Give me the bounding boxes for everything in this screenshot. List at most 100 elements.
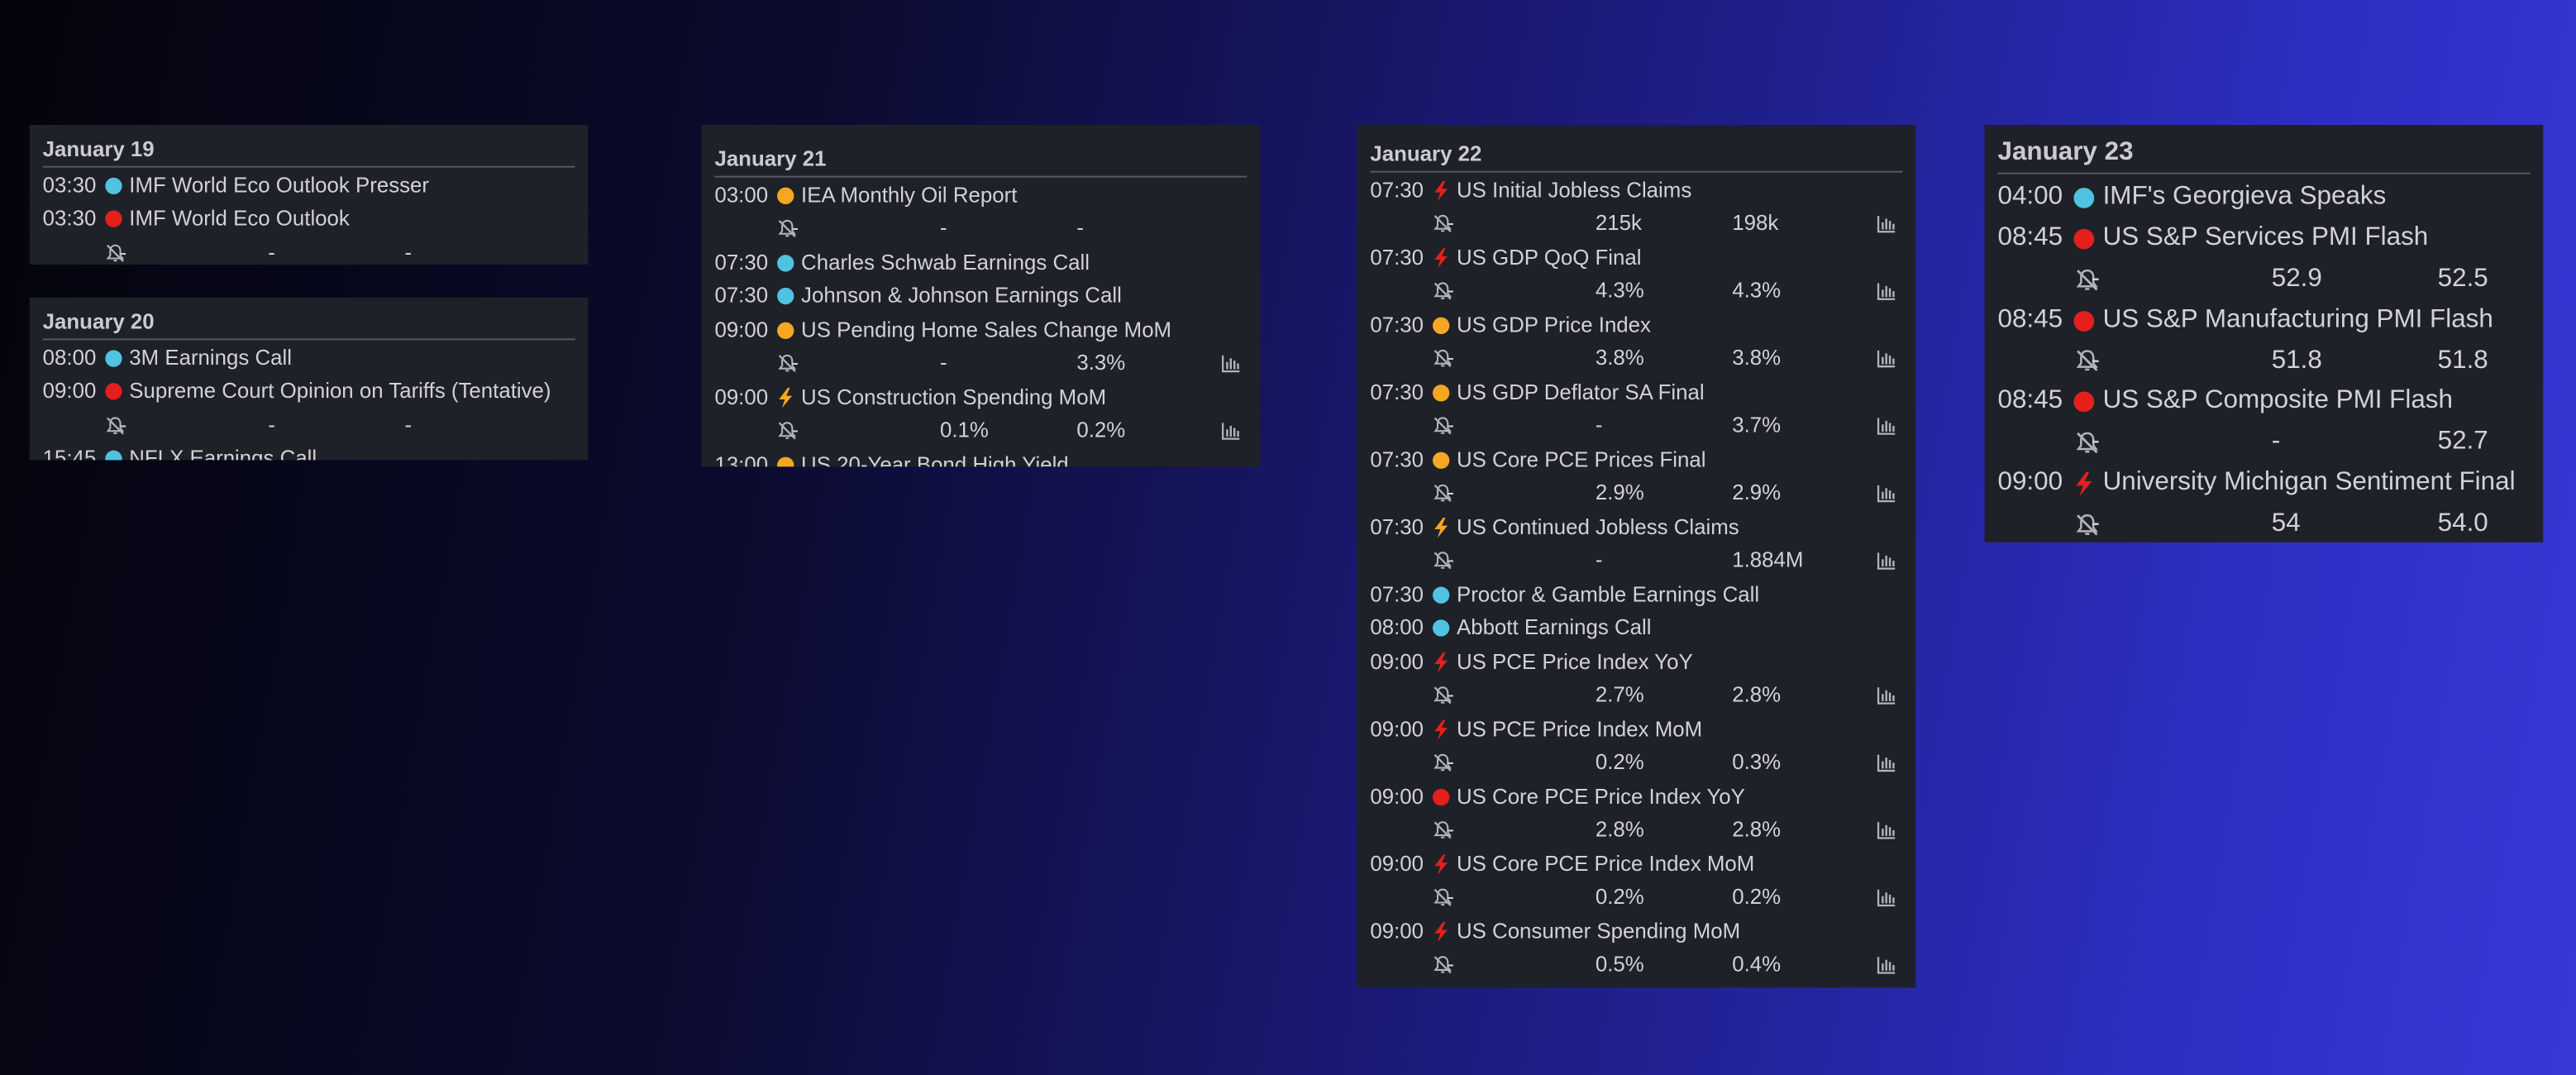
event-row[interactable]: 08:00 3M Earnings Call <box>43 342 575 375</box>
forecast-value: - <box>939 350 947 375</box>
impact-dot <box>105 177 122 194</box>
impact-dot <box>777 288 794 306</box>
impact-bolt <box>1434 854 1448 875</box>
event-row[interactable]: 07:30 US Initial Jobless Claims <box>1370 174 1902 208</box>
chart-icon[interactable] <box>1877 214 1897 235</box>
event-row[interactable]: 09:00 US Pending Home Sales Change MoM <box>714 313 1247 347</box>
alert-off-icon <box>1433 889 1453 907</box>
forecast-value: - <box>2271 428 2281 456</box>
alert-off-icon <box>1433 687 1453 705</box>
event-row[interactable]: 09:00 US Core PCE Price Index YoY <box>1370 781 1902 815</box>
event-row[interactable]: 08:00 Abbott Earnings Call <box>1370 612 1902 646</box>
actual-value: - <box>1447 682 1454 708</box>
event-row[interactable]: 13:00 US 20-Year Bond High Yield <box>714 448 1247 467</box>
chart-icon[interactable] <box>1877 888 1897 909</box>
event-title: 3M Earnings Call <box>129 344 293 370</box>
event-title: US GDP Deflator SA Final <box>1456 379 1705 404</box>
event-title: US Core PCE Prices Final <box>1456 447 1706 471</box>
event-row[interactable]: 07:30 Proctor & Gamble Earnings Call <box>1370 578 1902 612</box>
event-row[interactable]: 09:00 US Core PCE Price Index MoM <box>1370 848 1902 882</box>
event-time: 08:00 <box>1370 614 1424 640</box>
previous-value: 0.2% <box>1076 418 1126 443</box>
event-title: US Personal Income MoM <box>1457 982 1706 987</box>
actual-value: - <box>1447 884 1454 910</box>
event-title: Proctor & Gamble Earnings Call <box>1456 581 1760 606</box>
event-details: - - 1.884M <box>1370 544 1902 578</box>
alert-off-icon <box>1433 956 1453 975</box>
event-details: --- <box>43 236 575 265</box>
event-time: 08:00 <box>42 344 97 370</box>
actual-value: - <box>2091 428 2100 456</box>
chart-icon[interactable] <box>1877 349 1897 370</box>
event-title: US PCE Price Index YoY <box>1456 648 1693 674</box>
event-row[interactable]: 07:30 US GDP QoQ Final <box>1370 241 1902 275</box>
forecast-value: - <box>1595 547 1603 573</box>
chart-icon[interactable] <box>1877 820 1897 841</box>
event-row[interactable]: 07:30 US Core PCE Prices Final <box>1370 443 1902 477</box>
event-row[interactable]: 07:30 Johnson & Johnson Earnings Call <box>714 280 1247 313</box>
impact-dot <box>1433 586 1450 604</box>
event-row[interactable]: 09:00 University Michigan Sentiment Final <box>1997 464 2530 504</box>
event-row[interactable]: 08:45 US S&P Composite PMI Flash <box>1997 382 2530 423</box>
event-title: US Core PCE Price Index MoM <box>1456 851 1755 876</box>
forecast-value: 51.8 <box>2271 346 2322 375</box>
actual-value: - <box>2091 346 2100 375</box>
event-title: Charles Schwab Earnings Call <box>801 249 1090 275</box>
event-row[interactable]: 07:30 US GDP Price Index <box>1370 308 1902 342</box>
previous-value: - <box>1076 215 1084 241</box>
chart-icon[interactable] <box>1877 417 1897 437</box>
forecast-value: 52.9 <box>2271 264 2322 293</box>
event-title: US S&P Composite PMI Flash <box>2102 386 2453 415</box>
chart-icon[interactable] <box>1877 552 1897 572</box>
previous-value: 3.3% <box>1076 350 1126 375</box>
event-row[interactable]: 09:00 Supreme Court Opinion on Tariffs (T… <box>43 375 575 409</box>
day-panel: January 23 04:00 IMF's Georgieva Speaks 08:… <box>1984 125 2544 542</box>
day-panel: January 20 08:00 3M Earnings Call 09:00 Supr… <box>29 297 589 461</box>
chart-icon[interactable] <box>1877 753 1897 774</box>
actual-value: - <box>1447 211 1454 236</box>
event-row[interactable]: 04:00 IMF's Georgieva Speaks <box>1997 177 2530 217</box>
event-row[interactable]: 08:45 US S&P Manufacturing PMI Flash <box>1997 300 2530 341</box>
chart-icon[interactable] <box>1877 282 1897 303</box>
chart-icon[interactable] <box>1877 484 1897 504</box>
actual-value: - <box>1447 547 1454 573</box>
forecast-value: - <box>268 412 275 437</box>
impact-dot <box>105 383 122 401</box>
actual-value: - <box>1447 480 1454 505</box>
event-row[interactable]: 07:30 US Continued Jobless Claims <box>1370 511 1902 545</box>
actual-value: - <box>1447 817 1454 843</box>
event-row[interactable]: 07:30 Charles Schwab Earnings Call <box>714 246 1247 280</box>
event-details: - 0.2% 0.2% <box>1370 882 1902 915</box>
alert-off-icon <box>2075 432 2098 454</box>
event-time: 15:45 <box>42 446 97 461</box>
forecast-value: 54 <box>2271 509 2301 538</box>
event-time: 07:30 <box>714 283 769 308</box>
event-details: - - 52.7 <box>1997 423 2530 463</box>
event-row[interactable]: 09:00 US Construction Spending MoM <box>714 381 1247 415</box>
event-row[interactable]: 03:30 IMF World Eco Outlook <box>43 203 575 236</box>
event-row[interactable]: 09:00 US PCE Price Index YoY <box>1370 646 1902 680</box>
alert-off-icon <box>1433 822 1453 840</box>
event-title: IMF's Georgieva Speaks <box>2102 182 2387 211</box>
event-title: US GDP QoQ Final <box>1456 244 1642 270</box>
impact-dot <box>777 322 794 339</box>
forecast-value: - <box>939 215 947 241</box>
chart-icon[interactable] <box>1221 422 1242 442</box>
event-row[interactable]: 09:00 US PCE Price Index MoM <box>1370 713 1902 747</box>
chart-icon[interactable] <box>1877 955 1897 976</box>
event-row[interactable]: 03:30 IMF World Eco Outlook Presser <box>43 169 575 203</box>
event-row[interactable]: 09:00 US Personal Income MoM <box>1370 982 1902 987</box>
event-row[interactable]: 15:45 NFLX Earnings Call <box>42 442 575 461</box>
event-title: US PCE Price Index MoM <box>1456 716 1703 741</box>
event-row[interactable]: 03:00 IEA Monthly Oil Report <box>714 179 1247 213</box>
event-row[interactable]: 09:00 US Consumer Spending MoM <box>1370 915 1902 949</box>
event-row[interactable]: 08:45 US S&P Services PMI Flash <box>1997 218 2530 259</box>
previous-value: 52.7 <box>2437 428 2488 456</box>
event-title: Johnson & Johnson Earnings Call <box>801 283 1122 308</box>
chart-icon[interactable] <box>1877 686 1897 706</box>
chart-icon[interactable] <box>1221 354 1242 375</box>
alert-off-icon <box>779 423 797 441</box>
impact-dot <box>105 451 122 461</box>
event-row[interactable]: 07:30 US GDP Deflator SA Final <box>1370 376 1902 410</box>
event-details: - 2.7% 2.8% <box>1370 679 1902 713</box>
